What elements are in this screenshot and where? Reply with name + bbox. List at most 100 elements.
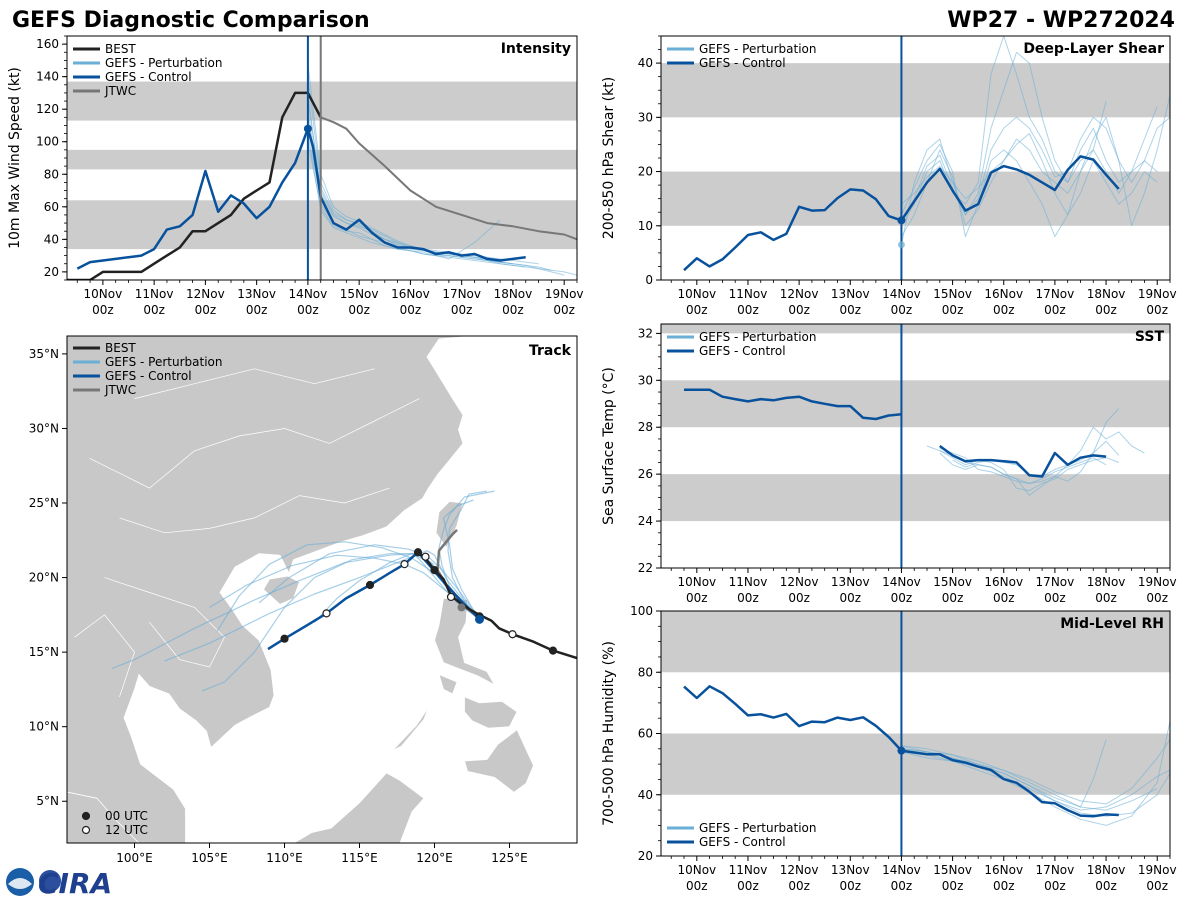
intensity-init-point [303, 124, 312, 133]
rh-panel: 20 40 60 80 100 10Nov 00z 11Nov 00z 12Nov 00z 13Nov… [601, 604, 1177, 893]
shear-ytick-label-4: 40 [638, 56, 653, 70]
country-border-1 [104, 577, 225, 668]
intensity-ytick-label-3: 80 [44, 167, 59, 181]
shear-legend-label-0: GEFS - Perturbation [699, 42, 816, 56]
track-panel: 100°E 105°E 110°E 115°E 120°E 125°E 5°N 10°N 15°… [29, 335, 578, 865]
rh-legend-label-1: GEFS - Control [699, 835, 786, 849]
noaa-wave-icon [8, 878, 32, 889]
shear-xtick-label-6: 16Nov [984, 287, 1023, 301]
sst-xtick-label-6: 16Nov [984, 575, 1023, 589]
track-title: Track [529, 343, 572, 359]
intensity-xtick-label-5: 15Nov [340, 287, 379, 301]
sst-ytick-label-1: 24 [638, 514, 653, 528]
track-legend-label-3: JTWC [104, 383, 136, 397]
track-marker-legend-label-0: 00 UTC [105, 809, 148, 823]
sst-xtick-label-7: 17Nov [1036, 575, 1075, 589]
rh-perturbation-line-1 [901, 739, 1170, 805]
shear-xtick-sub-4: 00z [891, 303, 913, 317]
sst-xtick-label-3: 13Nov [831, 575, 870, 589]
intensity-ytick-label-4: 100 [36, 135, 59, 149]
track-perturbation-line-1 [164, 550, 480, 662]
rh-xtick-label-0: 10Nov [677, 863, 716, 877]
intensity-xtick-label-0: 10Nov [84, 287, 123, 301]
shear-xtick-sub-1: 00z [737, 303, 759, 317]
intensity-xtick-label-8: 18Nov [494, 287, 533, 301]
intensity-panel: 20 40 60 80 100 120 140 160 10Nov 00z 11Nov 00z 12No… [7, 35, 584, 317]
intensity-xtick-label-4: 14Nov [289, 287, 328, 301]
globe-icon [39, 870, 61, 892]
track-control-point-2 [322, 609, 331, 618]
shear-panel: 0 10 20 30 40 10Nov 00z 11Nov 00z 12Nov 00z 13Nov 00… [601, 35, 1177, 317]
land-mindoro [438, 673, 458, 695]
intensity-xtick-label-1: 11Nov [135, 287, 174, 301]
rh-xtick-sub-0: 00z [686, 879, 708, 893]
sst-ytick-label-2: 26 [638, 467, 653, 481]
sst-xtick-label-5: 15Nov [933, 575, 972, 589]
track-xtick-label-1: 105°E [191, 851, 228, 865]
track-init-point [475, 614, 484, 624]
rh-xtick-sub-8: 00z [1095, 879, 1117, 893]
shear-band-1 [661, 63, 1170, 118]
intensity-band-1 [67, 149, 577, 170]
shear-xtick-sub-3: 00z [839, 303, 861, 317]
track-jtwc-point [457, 603, 466, 612]
intensity-xtick-label-3: 13Nov [237, 287, 276, 301]
track-best-point-4 [430, 566, 439, 575]
sst-ylabel: Sea Surface Temp (°C) [601, 367, 617, 525]
rh-ylabel: 700-500 hPa Humidity (%) [601, 641, 617, 826]
intensity-legend-label-2: GEFS - Control [105, 70, 192, 84]
rh-xtick-label-6: 16Nov [984, 863, 1023, 877]
intensity-xtick-sub-9: 00z [553, 303, 575, 317]
intensity-perturbation-line-6 [307, 133, 526, 268]
track-ytick-label-3: 20°N [29, 571, 59, 585]
land-mindanao [463, 729, 534, 793]
shear-xtick-label-8: 18Nov [1087, 287, 1126, 301]
intensity-legend-label-1: GEFS - Perturbation [105, 56, 222, 70]
intensity-title: Intensity [501, 41, 571, 57]
rh-xtick-sub-5: 00z [942, 879, 964, 893]
rh-xtick-label-2: 12Nov [780, 863, 819, 877]
rh-xtick-label-8: 18Nov [1087, 863, 1126, 877]
shear-xtick-label-4: 14Nov [882, 287, 921, 301]
shear-ytick-label-1: 10 [638, 219, 653, 233]
sst-control-analysis-line [684, 388, 902, 421]
sst-xtick-sub-5: 00z [942, 591, 964, 605]
sst-panel: 22 24 26 28 30 32 10Nov 00z 11Nov 00z 12Nov 00z 13No… [601, 323, 1177, 605]
track-xtick-label-2: 110°E [266, 851, 303, 865]
track-marker-legend-symbol-1 [81, 825, 91, 835]
sst-xtick-label-4: 14Nov [882, 575, 921, 589]
land-visayas [464, 696, 518, 729]
shear-legend-label-1: GEFS - Control [699, 56, 786, 70]
sst-xtick-sub-2: 00z [788, 591, 810, 605]
sst-ytick-label-0: 22 [638, 561, 653, 575]
track-control-point-3 [280, 634, 289, 643]
track-control-point-0 [400, 560, 409, 569]
sst-ytick-label-3: 28 [638, 420, 653, 434]
shear-perturbation-init-point [897, 241, 905, 249]
track-legend-label-2: GEFS - Control [105, 369, 192, 383]
sst-band-0 [661, 474, 1170, 522]
sst-control-line [939, 444, 1107, 478]
track-legend-label-0: BEST [105, 341, 136, 355]
shear-ytick-label-2: 20 [638, 165, 653, 179]
track-ytick-label-6: 35°N [29, 347, 59, 361]
track-best-point-5 [421, 552, 430, 561]
rh-init-point [897, 746, 906, 755]
rh-xtick-label-9: 19Nov [1138, 863, 1177, 877]
sst-perturbation-line-1 [939, 450, 1119, 492]
sst-band-1 [661, 380, 1170, 428]
sst-xtick-label-1: 11Nov [729, 575, 768, 589]
shear-init-point [897, 216, 906, 225]
rh-ytick-label-3: 80 [638, 665, 653, 679]
intensity-xtick-sub-5: 00z [348, 303, 370, 317]
rh-xtick-sub-6: 00z [993, 879, 1015, 893]
track-marker-legend-symbol-0 [81, 811, 91, 821]
intensity-xtick-sub-6: 00z [400, 303, 422, 317]
intensity-xtick-sub-4: 00z [297, 303, 319, 317]
shear-title: Deep-Layer Shear [1023, 41, 1164, 57]
shear-xtick-label-3: 13Nov [831, 287, 870, 301]
track-ytick-label-1: 10°N [29, 720, 59, 734]
sst-legend-label-1: GEFS - Control [699, 344, 786, 358]
shear-xtick-label-9: 19Nov [1138, 287, 1177, 301]
track-marker-legend-label-1: 12 UTC [105, 823, 148, 837]
